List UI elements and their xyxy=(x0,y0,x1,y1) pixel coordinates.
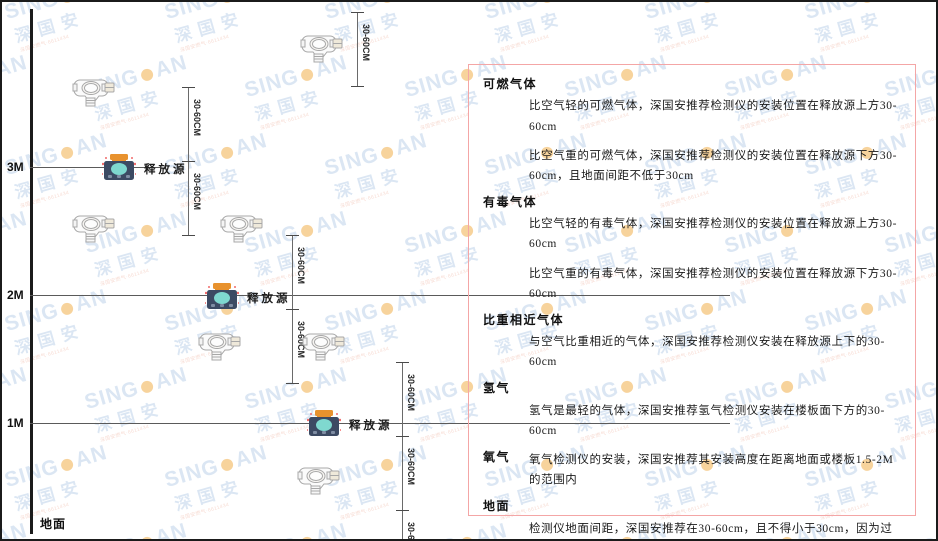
dimension-label: 30-60CM xyxy=(192,173,202,211)
gas-detector-icon xyxy=(72,74,116,108)
dimension-label: 30-60CM xyxy=(361,24,371,62)
section-title: 有毒气体 xyxy=(483,194,538,209)
height-gridline xyxy=(30,423,730,424)
gas-detector-icon xyxy=(72,210,116,244)
section-body: 氧气检测仪的安装，深国安推荐其安装高度在距离地面或楼板1.5-2M的范围内 xyxy=(529,450,901,490)
dimension-tick xyxy=(182,161,195,162)
dimension-tick xyxy=(286,309,299,310)
guidance-section: 氢气氢气是最轻的气体，深国安推荐氢气检测仪安装在楼板面下方的30-60cm xyxy=(483,381,901,441)
gas-detector-icon xyxy=(220,210,264,244)
section-paragraph: 氢气是最轻的气体，深国安推荐氢气检测仪安装在楼板面下方的30-60cm xyxy=(529,404,885,437)
section-paragraph: 检测仪地面间距，深国安推荐在30-60cm，且不得小于30cm，因为过低容易水溅… xyxy=(529,522,893,535)
dimension-label: 30-60CM xyxy=(406,448,416,486)
section-paragraph: 比空气轻的可燃气体，深国安推荐检测仪的安装位置在释放源上方30-60cm xyxy=(529,100,898,133)
height-gridline xyxy=(30,295,730,296)
ground-label: 地面 xyxy=(40,517,67,531)
section-body: 氢气是最轻的气体，深国安推荐氢气检测仪安装在楼板面下方的30-60cm xyxy=(529,401,901,441)
release-source-label: 释放源 xyxy=(144,164,188,176)
guidance-section: 地面检测仪地面间距，深国安推荐在30-60cm，且不得小于30cm，因为过低容易… xyxy=(483,499,901,539)
height-gridline xyxy=(30,167,160,168)
height-label-1m: 1M xyxy=(7,416,24,430)
dimension-label: 30-60CM xyxy=(406,522,416,541)
release-source-icon xyxy=(204,283,240,311)
release-source-label: 释放源 xyxy=(247,293,291,305)
guidance-section: 比重相近气体与空气比重相近的气体，深国安推荐检测仪安装在释放源上下的30-60c… xyxy=(483,313,901,373)
dimension-tick xyxy=(396,436,409,437)
dimension-tick xyxy=(286,235,299,236)
guidance-panel: 可燃气体比空气轻的可燃气体，深国安推荐检测仪的安装位置在释放源上方30-60cm… xyxy=(468,64,916,535)
section-title: 氢气 xyxy=(483,381,511,396)
height-label-3m: 3M xyxy=(7,160,24,174)
section-body: 与空气比重相近的气体，深国安推荐检测仪安装在释放源上下的30-60cm xyxy=(529,332,901,372)
guidance-section: 可燃气体比空气轻的可燃气体，深国安推荐检测仪的安装位置在释放源上方30-60cm… xyxy=(483,77,901,186)
guidance-section: 有毒气体比空气轻的有毒气体，深国安推荐检测仪的安装位置在释放源上方30-60cm… xyxy=(483,195,901,304)
section-body: 检测仪地面间距，深国安推荐在30-60cm，且不得小于30cm，因为过低容易水溅… xyxy=(529,519,901,539)
release-source-label: 释放源 xyxy=(349,420,393,432)
guidance-section: 氧气 氧气检测仪的安装，深国安推荐其安装高度在距离地面或楼板1.5-2M的范围内 xyxy=(483,450,901,490)
section-body: 比空气轻的有毒气体，深国安推荐检测仪的安装位置在释放源上方30-60cm 比空气重… xyxy=(529,214,901,304)
dimension-tick xyxy=(396,362,409,363)
section-paragraph: 比空气重的有毒气体，深国安推荐检测仪的安装位置在释放源下方30-60cm xyxy=(529,267,898,300)
release-source-icon xyxy=(306,410,342,438)
section-title: 可燃气体 xyxy=(483,77,538,91)
section-title: 比重相近气体 xyxy=(483,312,565,327)
gas-detector-icon xyxy=(302,328,346,362)
dimension-tick xyxy=(286,383,299,384)
section-paragraph: 与空气比重相近的气体，深国安推荐检测仪安装在释放源上下的30-60cm xyxy=(529,336,885,369)
dimension-line xyxy=(402,362,403,539)
vertical-axis xyxy=(30,9,33,534)
dimension-label: 30-60CM xyxy=(192,99,202,137)
dimension-label: 30-60CM xyxy=(296,247,306,285)
gas-detector-icon xyxy=(297,462,341,496)
section-body: 比空气轻的可燃气体，深国安推荐检测仪的安装位置在释放源上方30-60cm 比空气重… xyxy=(529,96,901,186)
height-label-2m: 2M xyxy=(7,288,24,302)
section-paragraph: 氧气检测仪的安装，深国安推荐其安装高度在距离地面或楼板1.5-2M的范围内 xyxy=(529,454,894,487)
section-title: 地面 xyxy=(483,499,511,514)
dimension-tick xyxy=(351,12,364,13)
gas-detector-icon xyxy=(300,30,344,64)
section-paragraph: 比空气轻的有毒气体，深国安推荐检测仪的安装位置在释放源上方30-60cm xyxy=(529,218,898,251)
dimension-label: 30-60CM xyxy=(406,374,416,412)
release-source-icon xyxy=(101,154,137,182)
dimension-label: 30-60CM xyxy=(296,321,306,359)
dimension-line xyxy=(357,12,358,86)
section-paragraph: 比空气重的可燃气体，深国安推荐检测仪的安装位置在释放源下方30-60cm，且地面… xyxy=(529,149,898,182)
dimension-tick xyxy=(396,510,409,511)
gas-detector-icon xyxy=(198,328,242,362)
dimension-tick xyxy=(351,86,364,87)
dimension-tick xyxy=(182,87,195,88)
section-title: 氧气 xyxy=(483,450,511,465)
dimension-tick xyxy=(182,235,195,236)
